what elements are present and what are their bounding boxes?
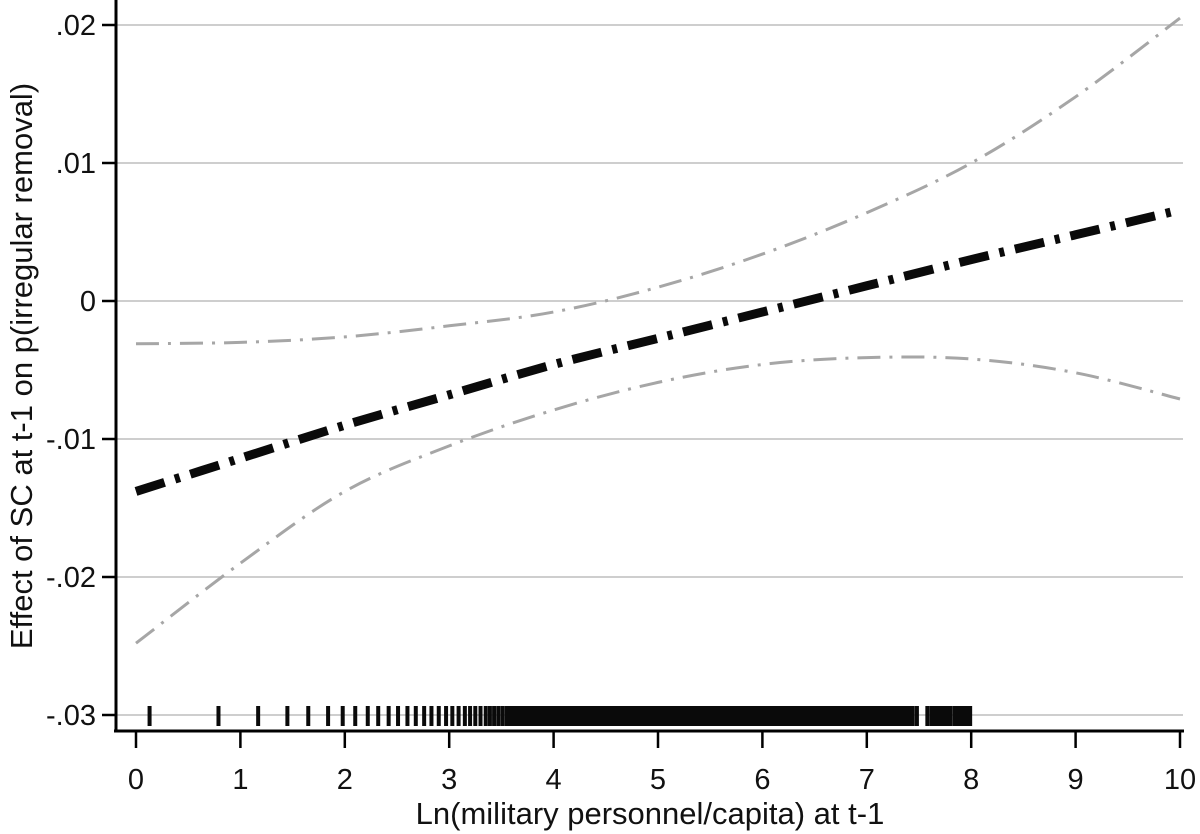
x-tick-label: 4 — [546, 764, 562, 796]
rug-tick — [147, 706, 152, 726]
x-tick-label: 0 — [128, 764, 144, 796]
rug-tick — [340, 706, 345, 726]
x-tick-label: 8 — [963, 764, 979, 796]
rug-tick — [914, 706, 919, 726]
rug-tick — [376, 706, 381, 726]
y-tick-label: 0 — [80, 286, 96, 318]
series-ci-upper — [135, 16, 1181, 346]
tick-marks-and-labels: .02 .01 0 -.01 -.02 -.03 0 1 2 3 4 5 6 7 8 9 10 — [46, 10, 1196, 796]
series-ci-lower — [135, 355, 1181, 645]
x-tick-label: 6 — [754, 764, 770, 796]
rug-tick — [450, 706, 455, 726]
y-axis-title: Effect of SC at t-1 on p(irregular remov… — [4, 83, 39, 649]
gridlines — [116, 24, 1183, 716]
rug-tick — [487, 706, 492, 726]
rug-tick — [517, 706, 522, 726]
rug-tick — [216, 706, 221, 726]
rug-tick — [504, 706, 509, 726]
rug-tick — [436, 706, 441, 726]
x-tick-label: 7 — [859, 764, 875, 796]
y-tick-label: .01 — [56, 148, 96, 180]
x-tick-label: 3 — [441, 764, 457, 796]
rug-tick — [422, 706, 427, 726]
rug-tick — [429, 706, 434, 726]
rug-tick — [462, 706, 467, 726]
rug-tick — [365, 706, 370, 726]
rug-tick — [500, 706, 505, 726]
rug-tick — [483, 706, 488, 726]
rug-band — [952, 706, 973, 726]
rug-tick — [456, 706, 461, 726]
rug-tick — [514, 706, 519, 726]
rug-band — [520, 706, 915, 726]
rug-tick — [326, 706, 331, 726]
x-axis-title: Ln(military personnel/capita) at t-1 — [416, 796, 885, 831]
rug-tick — [478, 706, 483, 726]
x-tick-label: 5 — [650, 764, 666, 796]
x-tick-label: 2 — [337, 764, 353, 796]
rug-tick — [306, 706, 311, 726]
rug-tick — [396, 706, 401, 726]
rug-tick — [496, 706, 501, 726]
rug-tick — [468, 706, 473, 726]
rug-tick — [473, 706, 478, 726]
rug-tick — [285, 706, 290, 726]
x-tick-label: 9 — [1068, 764, 1084, 796]
axes — [114, 0, 1184, 733]
rug-tick — [492, 706, 497, 726]
rug-band — [929, 706, 953, 726]
rug-plot — [147, 706, 973, 726]
rug-tick — [386, 706, 391, 726]
rug-tick — [510, 706, 515, 726]
rug-tick — [925, 706, 930, 726]
rug-tick — [256, 706, 261, 726]
rug-tick — [405, 706, 410, 726]
y-tick-label: -.03 — [46, 700, 96, 732]
series-marginal-effect — [134, 205, 1182, 496]
y-tick-label: -.01 — [46, 424, 96, 456]
y-tick-label: .02 — [56, 10, 96, 42]
rug-tick — [353, 706, 358, 726]
plot-series — [134, 16, 1182, 645]
x-tick-label: 10 — [1164, 764, 1196, 796]
x-tick-label: 1 — [232, 764, 248, 796]
y-tick-label: -.02 — [46, 562, 96, 594]
rug-tick — [444, 706, 449, 726]
rug-tick — [413, 706, 418, 726]
rug-tick — [507, 706, 512, 726]
